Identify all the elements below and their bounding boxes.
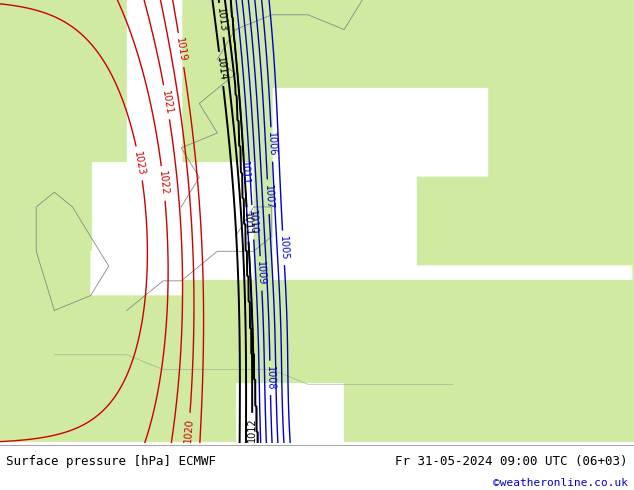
Text: Surface pressure [hPa] ECMWF: Surface pressure [hPa] ECMWF xyxy=(6,455,216,467)
Text: 1007: 1007 xyxy=(262,184,274,209)
Text: 1008: 1008 xyxy=(265,366,275,390)
Text: 1019: 1019 xyxy=(174,37,188,63)
Text: Fr 31-05-2024 09:00 UTC (06+03): Fr 31-05-2024 09:00 UTC (06+03) xyxy=(395,455,628,467)
Text: 1022: 1022 xyxy=(157,171,170,196)
Text: 1014: 1014 xyxy=(215,56,228,82)
Text: 1006: 1006 xyxy=(266,132,278,157)
Text: 1021: 1021 xyxy=(160,89,174,115)
Text: 1009: 1009 xyxy=(256,261,267,286)
Text: ©weatheronline.co.uk: ©weatheronline.co.uk xyxy=(493,478,628,488)
Text: 1010: 1010 xyxy=(247,210,259,235)
Text: 1013: 1013 xyxy=(215,7,228,33)
Text: 1020: 1020 xyxy=(183,417,195,443)
Text: 1005: 1005 xyxy=(278,235,289,260)
Text: 1011: 1011 xyxy=(239,161,250,186)
Text: 1012: 1012 xyxy=(247,418,257,442)
Text: 1011: 1011 xyxy=(242,212,253,237)
Text: 1023: 1023 xyxy=(133,150,146,176)
